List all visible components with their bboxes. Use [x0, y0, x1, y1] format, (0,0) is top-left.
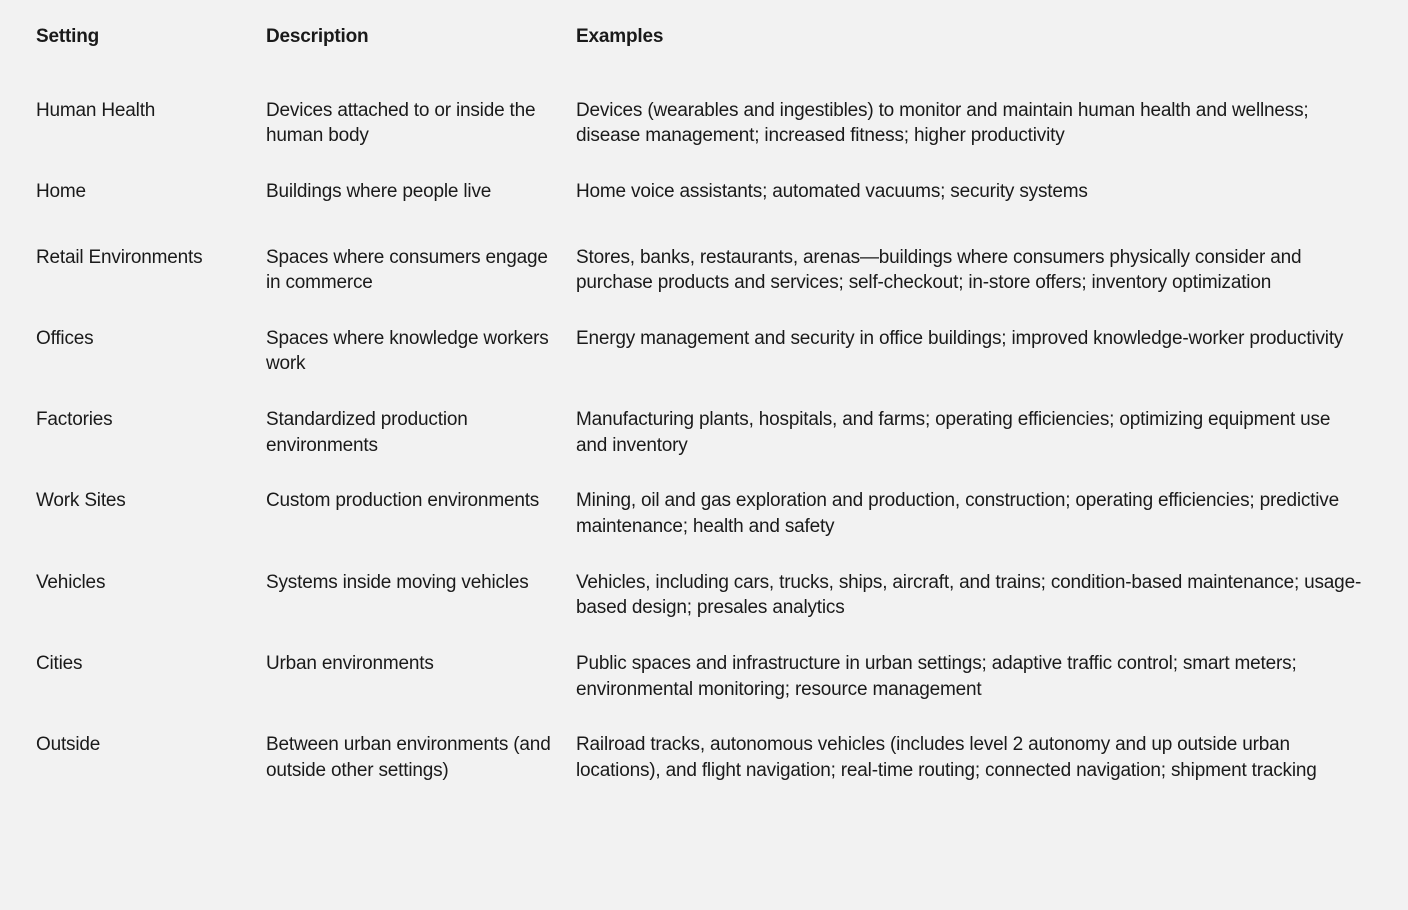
cell-description: Standardized production environments: [266, 407, 576, 458]
table-row: Work Sites Custom production environment…: [36, 488, 1372, 569]
cell-examples: Energy management and security in office…: [576, 326, 1372, 377]
cell-setting: Work Sites: [36, 488, 266, 539]
cell-setting: Outside: [36, 732, 266, 783]
cell-examples: Manufacturing plants, hospitals, and far…: [576, 407, 1372, 458]
cell-examples: Mining, oil and gas exploration and prod…: [576, 488, 1372, 539]
cell-setting: Home: [36, 179, 266, 205]
settings-table: Setting Description Examples Human Healt…: [36, 24, 1372, 784]
column-header-examples: Examples: [576, 24, 1372, 50]
table-row: Factories Standardized production enviro…: [36, 407, 1372, 488]
cell-setting: Human Health: [36, 98, 266, 149]
cell-description: Devices attached to or inside the human …: [266, 98, 576, 149]
table-row: Retail Environments Spaces where consume…: [36, 245, 1372, 326]
cell-description: Urban environments: [266, 651, 576, 702]
cell-description: Systems inside moving vehicles: [266, 570, 576, 621]
cell-setting: Factories: [36, 407, 266, 458]
table-row: Human Health Devices attached to or insi…: [36, 98, 1372, 179]
cell-description: Between urban environments (and outside …: [266, 732, 576, 783]
table-row: Vehicles Systems inside moving vehicles …: [36, 570, 1372, 651]
cell-examples: Home voice assistants; automated vacuums…: [576, 179, 1372, 205]
cell-setting: Cities: [36, 651, 266, 702]
table-row: Home Buildings where people live Home vo…: [36, 179, 1372, 245]
cell-setting: Vehicles: [36, 570, 266, 621]
cell-description: Custom production environments: [266, 488, 576, 539]
cell-examples: Vehicles, including cars, trucks, ships,…: [576, 570, 1372, 621]
table-header-row: Setting Description Examples: [36, 24, 1372, 98]
cell-setting: Offices: [36, 326, 266, 377]
cell-examples: Stores, banks, restaurants, arenas—build…: [576, 245, 1372, 296]
cell-description: Spaces where knowledge workers work: [266, 326, 576, 377]
cell-examples: Devices (wearables and ingestibles) to m…: [576, 98, 1372, 149]
cell-description: Spaces where consumers engage in commerc…: [266, 245, 576, 296]
table-row: Cities Urban environments Public spaces …: [36, 651, 1372, 732]
cell-description: Buildings where people live: [266, 179, 576, 205]
cell-examples: Railroad tracks, autonomous vehicles (in…: [576, 732, 1372, 783]
column-header-setting: Setting: [36, 24, 266, 50]
cell-setting: Retail Environments: [36, 245, 266, 296]
table-row: Offices Spaces where knowledge workers w…: [36, 326, 1372, 407]
column-header-description: Description: [266, 24, 576, 50]
cell-examples: Public spaces and infrastructure in urba…: [576, 651, 1372, 702]
table-row: Outside Between urban environments (and …: [36, 732, 1372, 783]
